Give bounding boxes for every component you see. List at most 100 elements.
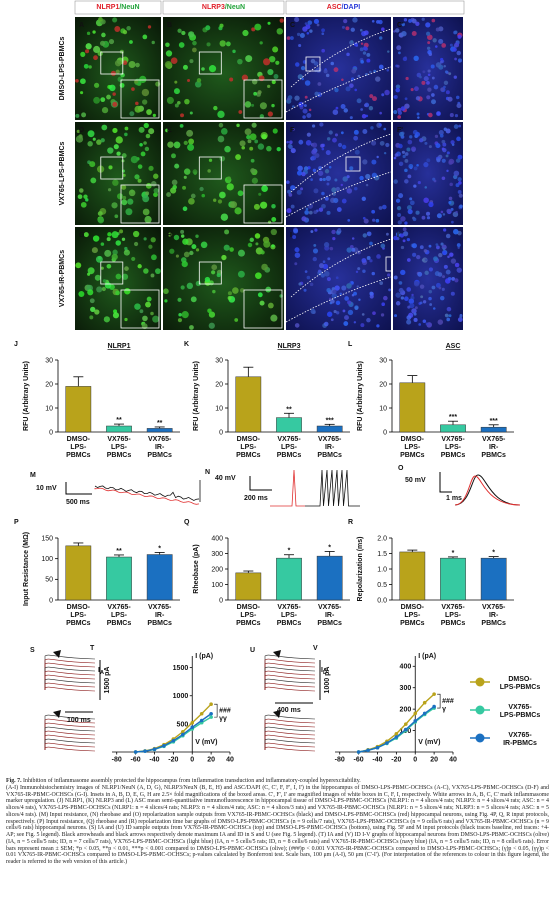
x-tick-label: 0 (413, 757, 417, 764)
cell (329, 246, 334, 251)
cell (155, 81, 161, 87)
x-tick-label: VX765-IR-PBMCs (147, 436, 172, 459)
series-point (181, 732, 185, 737)
cell (141, 99, 148, 105)
cell (237, 58, 243, 65)
inset-box (120, 79, 160, 119)
cell (457, 34, 462, 39)
y-axis-label: Input Resistance (MΩ) (23, 532, 30, 606)
cell (112, 127, 118, 134)
trace (264, 722, 316, 750)
cell (342, 309, 346, 313)
cell (372, 311, 376, 316)
chart-title: NLRP1 (108, 343, 131, 350)
cell (342, 176, 348, 182)
cell (440, 210, 444, 214)
cell (318, 263, 324, 269)
cell (445, 233, 451, 239)
cell (410, 88, 414, 92)
cell (219, 23, 224, 28)
cell (449, 182, 453, 187)
cell (241, 74, 249, 81)
cell (394, 314, 398, 318)
cell (80, 91, 84, 95)
cell (232, 49, 236, 54)
cell (112, 92, 116, 96)
cell (375, 218, 380, 223)
cell (207, 169, 211, 173)
column-header-part: NLRP3 (202, 4, 225, 11)
cell (106, 94, 111, 100)
trace (264, 678, 316, 690)
cell (307, 203, 314, 209)
cell (131, 87, 135, 91)
cell (242, 29, 249, 37)
significance: * (492, 550, 495, 557)
cell (304, 95, 308, 99)
header-box (74, 0, 162, 15)
roi-box (198, 156, 222, 180)
cell (303, 104, 307, 108)
cell (369, 294, 374, 299)
cell (143, 122, 149, 129)
series-point (394, 735, 399, 739)
series-point (190, 725, 195, 730)
cell (437, 319, 444, 325)
cell (409, 302, 415, 309)
cell (131, 256, 136, 262)
cell (270, 228, 277, 236)
cell (221, 254, 227, 261)
cell (192, 47, 197, 53)
cell (298, 43, 302, 48)
cell (117, 193, 124, 200)
panel-letter: F' (397, 127, 403, 134)
caption: Fig. 7. Inhibition of inflammasome assem… (6, 778, 549, 866)
cell (347, 219, 351, 222)
cell (226, 176, 231, 181)
cell (351, 237, 355, 240)
bar (235, 572, 262, 601)
cell (87, 272, 91, 276)
trace (264, 734, 316, 750)
cell (425, 31, 431, 36)
cell (107, 188, 112, 192)
cell (456, 243, 461, 247)
y-tick-label: 1.5 (377, 551, 387, 558)
cell (455, 95, 460, 100)
cell (363, 30, 369, 36)
cell (382, 204, 387, 210)
cell (400, 216, 406, 222)
cell (146, 296, 152, 302)
cell (427, 34, 433, 41)
cell (128, 189, 136, 197)
cell (290, 148, 296, 154)
cell (444, 70, 449, 74)
column-header-part: ASC (327, 4, 342, 11)
cell (76, 129, 80, 133)
cell (164, 60, 173, 69)
cell (395, 292, 401, 298)
cell (413, 312, 417, 316)
x-tick-label: VX765-IR-PBMCs (481, 436, 506, 459)
cell (369, 259, 373, 263)
inset-box (243, 79, 283, 119)
scale-label: 1 ms (446, 495, 462, 502)
cell (454, 262, 460, 268)
cell (417, 271, 423, 277)
cell (376, 155, 379, 159)
scale-label: 400 ms (277, 707, 301, 714)
cell (332, 192, 336, 196)
cell (395, 84, 401, 89)
cell (145, 182, 152, 189)
x-tick-label: VX765-IR-PBMCs (317, 604, 342, 627)
cell (288, 193, 293, 197)
cell (343, 19, 348, 24)
cell (394, 153, 399, 157)
cell (301, 171, 306, 177)
cell (428, 296, 432, 301)
cell (294, 262, 298, 266)
cell (350, 281, 354, 284)
cell (150, 311, 154, 316)
cell (360, 60, 364, 64)
cell (321, 48, 325, 53)
